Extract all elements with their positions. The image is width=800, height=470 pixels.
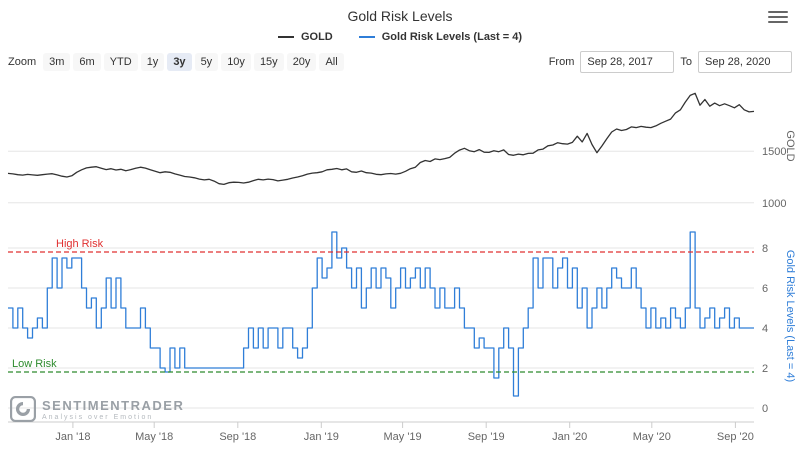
legend-label-gold: GOLD bbox=[300, 31, 333, 43]
legend-label-risk: Gold Risk Levels (Last = 4) bbox=[381, 31, 523, 43]
zoom-button-5y[interactable]: 5y bbox=[194, 53, 219, 71]
zoom-button-all[interactable]: All bbox=[319, 53, 344, 71]
y-axis-title: GOLD bbox=[784, 130, 796, 161]
zoom-button-ytd[interactable]: YTD bbox=[103, 53, 138, 71]
hamburger-bar bbox=[768, 10, 788, 13]
x-tick-label: Sep '19 bbox=[468, 431, 505, 443]
zoom-button-6m[interactable]: 6m bbox=[73, 53, 101, 71]
y-tick-label: 8 bbox=[762, 243, 768, 255]
x-tick-label: Jan '18 bbox=[55, 431, 90, 443]
y-axis-title: Gold Risk Levels (Last = 4) bbox=[784, 250, 796, 382]
date-range: From To bbox=[549, 51, 792, 73]
x-tick-label: May '20 bbox=[633, 431, 671, 443]
from-date-input[interactable] bbox=[580, 51, 675, 73]
legend-item-risk[interactable]: Gold Risk Levels (Last = 4) bbox=[358, 31, 523, 43]
page-title: Gold Risk Levels bbox=[347, 8, 453, 24]
zoom-button-15y[interactable]: 15y bbox=[253, 53, 284, 71]
from-label: From bbox=[548, 56, 575, 68]
x-tick-label: May '18 bbox=[135, 431, 173, 443]
legend-item-gold[interactable]: GOLD bbox=[277, 31, 333, 43]
legend: GOLD Gold Risk Levels (Last = 4) bbox=[0, 31, 800, 43]
x-tick-label: Jan '20 bbox=[552, 431, 587, 443]
zoom-label: Zoom bbox=[8, 56, 37, 68]
gold-series-swatch bbox=[277, 36, 294, 38]
x-tick-label: Jan '19 bbox=[304, 431, 339, 443]
to-date-input[interactable] bbox=[698, 51, 792, 73]
x-tick-label: Sep '18 bbox=[219, 431, 256, 443]
y-tick-label: 6 bbox=[762, 283, 768, 295]
y-tick-label: 1000 bbox=[762, 198, 786, 210]
low-risk-label: Low Risk bbox=[12, 358, 57, 370]
risk-series-swatch bbox=[358, 36, 375, 38]
zoom-button-3m[interactable]: 3m bbox=[43, 53, 71, 71]
y-tick-label: 4 bbox=[762, 323, 768, 335]
zoom-button-20y[interactable]: 20y bbox=[286, 53, 317, 71]
high-risk-label: High Risk bbox=[56, 238, 104, 250]
y-tick-label: 1500 bbox=[762, 146, 786, 158]
hamburger-bar bbox=[768, 15, 788, 18]
x-tick-label: May '19 bbox=[384, 431, 422, 443]
zoom-button-10y[interactable]: 10y bbox=[221, 53, 251, 71]
zoom-button-3y[interactable]: 3y bbox=[167, 53, 192, 71]
hamburger-menu-icon[interactable] bbox=[768, 10, 788, 26]
risk-level-line bbox=[8, 231, 754, 397]
x-tick-label: Sep '20 bbox=[717, 431, 754, 443]
range-toolbar: Zoom 3m 6m YTD 1y 3y 5y 10y 15y 20y All … bbox=[0, 43, 800, 73]
y-tick-label: 2 bbox=[762, 363, 768, 375]
gold-price-line bbox=[7, 92, 755, 186]
zoom-button-1y[interactable]: 1y bbox=[140, 53, 165, 71]
to-label: To bbox=[680, 56, 692, 68]
hamburger-bar bbox=[768, 20, 788, 23]
y-tick-label: 0 bbox=[762, 403, 768, 415]
